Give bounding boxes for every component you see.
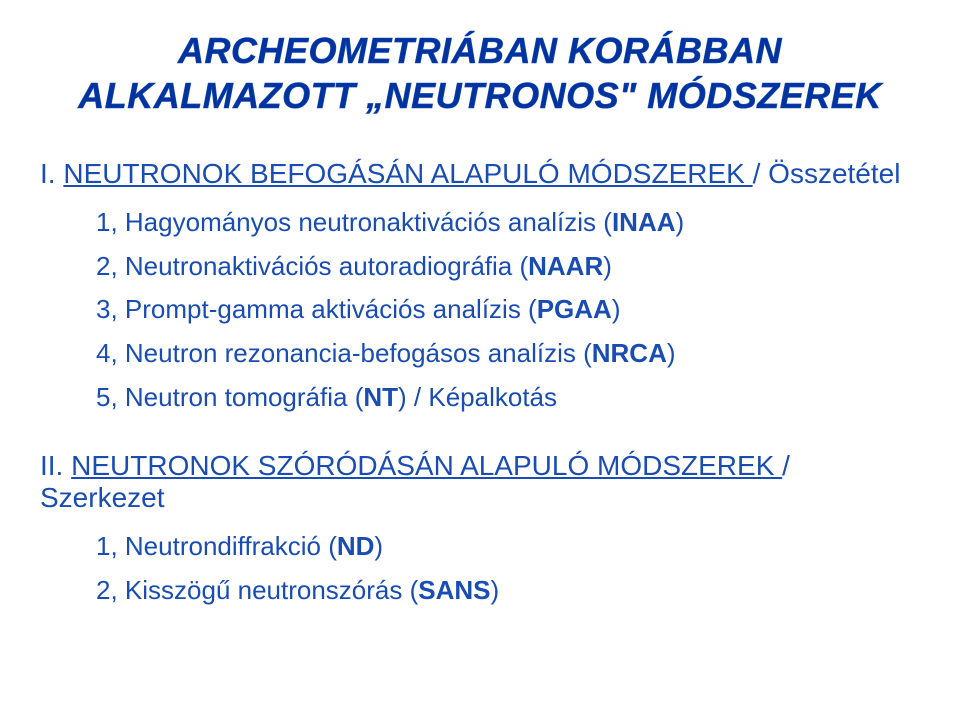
list-item-abbr: NAAR xyxy=(528,251,603,281)
section-prefix: II. xyxy=(40,450,71,481)
section-1-list: 1, Hagyományos neutronaktivációs analízi… xyxy=(96,204,920,416)
title-line-2: ALKALMAZOTT „NEUTRONOS" MÓDSZEREK xyxy=(40,73,920,118)
list-item-tail: ) xyxy=(491,575,500,605)
title-text: ALKALMAZOTT „NEUTRONOS" M xyxy=(78,75,678,116)
list-item-tail: ) xyxy=(667,338,676,368)
list-item-lead: 1, Hagyományos neutronaktivációs analízi… xyxy=(96,207,612,237)
list-item-tail: ) / Képalkotás xyxy=(398,382,557,412)
list-item-tail: ) xyxy=(603,251,612,281)
list-item: 2, Kisszögű neutronszórás (SANS) xyxy=(96,572,920,610)
title-text: ÓDSZEREK xyxy=(678,75,882,116)
section-2-heading: II. NEUTRONOK SZÓRÓDÁSÁN ALAPULÓ MÓDSZER… xyxy=(40,450,920,514)
list-item-tail: ) xyxy=(612,294,621,324)
title-text: ARCHEOMETRI xyxy=(178,30,452,71)
list-item: 2, Neutronaktivációs autoradiográfia (NA… xyxy=(96,248,920,286)
list-item-tail: ) xyxy=(374,531,383,561)
list-item-lead: 2, Neutronaktivációs autoradiográfia ( xyxy=(96,251,528,281)
section-underlined: NEUTRONOK BEFOGÁSÁN ALAPULÓ MÓDSZEREK xyxy=(63,158,752,189)
section-underlined: NEUTRONOK SZÓRÓDÁSÁN ALAPULÓ MÓDSZEREK xyxy=(71,450,782,481)
list-item: 5, Neutron tomográfia (NT) / Képalkotás xyxy=(96,379,920,417)
list-item-tail: ) xyxy=(676,207,685,237)
list-item-abbr: NRCA xyxy=(592,338,667,368)
list-item-abbr: PGAA xyxy=(537,294,612,324)
section-2-list: 1, Neutrondiffrakció (ND)2, Kisszögű neu… xyxy=(96,528,920,609)
list-item: 1, Neutrondiffrakció (ND) xyxy=(96,528,920,566)
title-line-1: ARCHEOMETRIÁBAN KORÁBBAN xyxy=(40,28,920,73)
list-item-lead: 5, Neutron tomográfia ( xyxy=(96,382,363,412)
list-item-abbr: ND xyxy=(337,531,375,561)
section-1-heading: I. NEUTRONOK BEFOGÁSÁN ALAPULÓ MÓDSZEREK… xyxy=(40,158,920,190)
list-item-abbr: NT xyxy=(363,382,398,412)
list-item: 4, Neutron rezonancia-befogásos analízis… xyxy=(96,335,920,373)
list-item-abbr: SANS xyxy=(418,575,490,605)
section-suffix: / Összetétel xyxy=(753,158,901,189)
list-item-lead: 3, Prompt-gamma aktivációs analízis ( xyxy=(96,294,537,324)
title-text: ÁBAN KOR xyxy=(452,30,650,71)
list-item-lead: 1, Neutrondiffrakció ( xyxy=(96,531,337,561)
list-item-abbr: INAA xyxy=(612,207,676,237)
slide-title: ARCHEOMETRIÁBAN KORÁBBAN ALKALMAZOTT „NE… xyxy=(40,28,920,118)
list-item-lead: 2, Kisszögű neutronszórás ( xyxy=(96,575,418,605)
list-item: 1, Hagyományos neutronaktivációs analízi… xyxy=(96,204,920,242)
list-item: 3, Prompt-gamma aktivációs analízis (PGA… xyxy=(96,291,920,329)
title-text: ÁBBAN xyxy=(650,30,783,71)
section-prefix: I. xyxy=(40,158,63,189)
list-item-lead: 4, Neutron rezonancia-befogásos analízis… xyxy=(96,338,592,368)
